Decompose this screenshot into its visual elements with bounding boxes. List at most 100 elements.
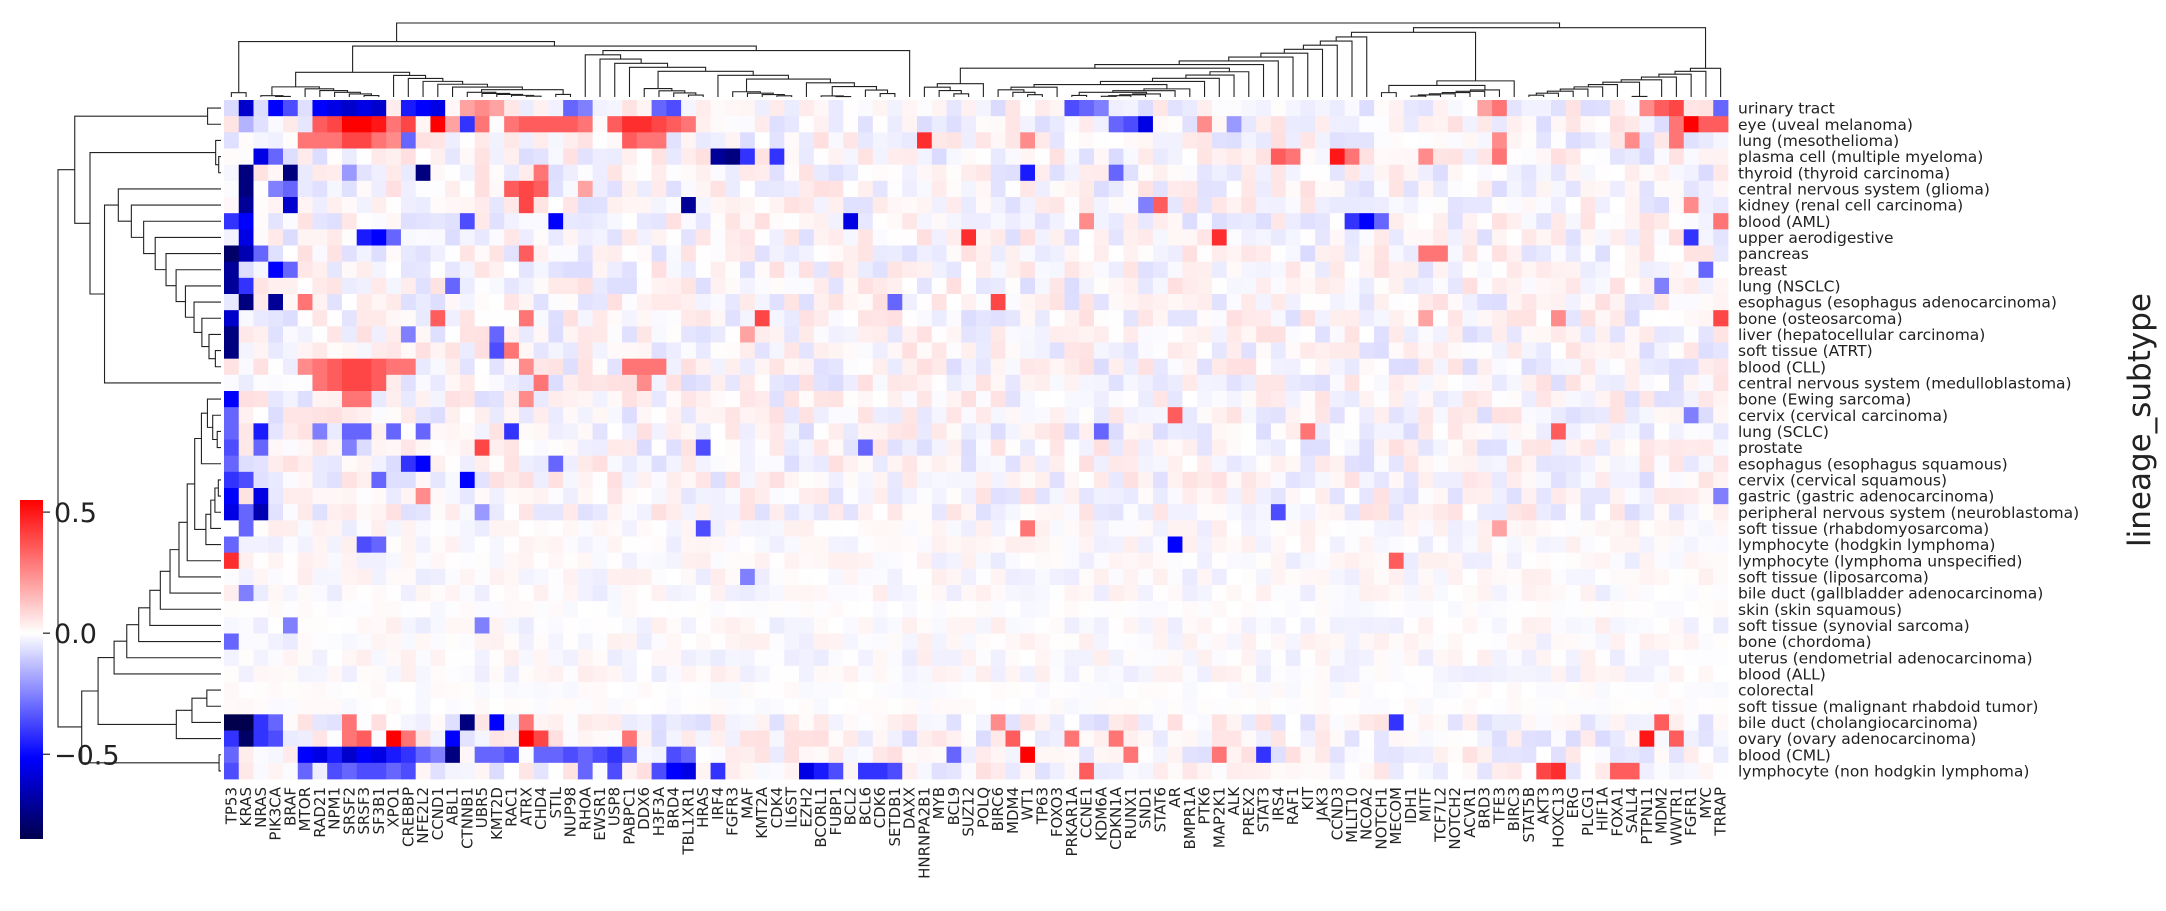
heatmap-cell: [1388, 504, 1405, 521]
heatmap-cell: [607, 423, 623, 440]
heatmap-cell: [946, 536, 962, 554]
heatmap-cell: [754, 197, 770, 214]
heatmap-cell: [858, 714, 874, 731]
heatmap-cell: [504, 617, 520, 634]
heatmap-cell: [577, 536, 594, 554]
heatmap-cell: [902, 277, 918, 295]
heatmap-cell: [1211, 326, 1228, 343]
heatmap-cell: [1226, 488, 1242, 505]
heatmap-cell: [1610, 504, 1626, 521]
heatmap-cell: [386, 585, 402, 602]
heatmap-cell: [1197, 132, 1213, 149]
heatmap-cell: [1197, 180, 1213, 198]
heatmap-cell: [622, 277, 638, 295]
heatmap-cell: [799, 374, 815, 392]
heatmap-cell: [1669, 132, 1685, 149]
heatmap-cell: [371, 197, 387, 214]
heatmap-cell: [563, 714, 579, 731]
heatmap-cell: [238, 682, 254, 699]
column-label: CHD4: [532, 787, 550, 830]
heatmap-cell: [872, 504, 888, 521]
heatmap-cell: [1182, 277, 1198, 295]
heatmap-cell: [224, 423, 240, 440]
row-label: plasma cell (multiple myeloma): [1738, 148, 1983, 166]
heatmap-cell: [1241, 520, 1257, 537]
heatmap-cell: [459, 180, 476, 198]
heatmap-cell: [695, 520, 711, 537]
heatmap-cell: [282, 245, 299, 263]
heatmap-cell: [695, 455, 711, 473]
heatmap-cell: [312, 326, 328, 343]
heatmap-cell: [1167, 294, 1183, 311]
heatmap-cell: [1079, 116, 1095, 133]
heatmap-cell: [563, 261, 579, 279]
heatmap-cell: [1403, 148, 1419, 166]
heatmap-cell: [504, 455, 520, 473]
heatmap-cell: [636, 407, 653, 424]
heatmap-cell: [1506, 536, 1522, 554]
heatmap-cell: [1270, 310, 1287, 327]
dendrogram-link: [1033, 84, 1168, 89]
heatmap-cell: [1418, 568, 1434, 586]
heatmap-cell: [607, 762, 623, 780]
heatmap-cell: [400, 164, 417, 182]
heatmap-cell: [548, 407, 564, 424]
heatmap-cell: [1005, 100, 1021, 117]
heatmap-cell: [1344, 197, 1360, 214]
heatmap-cell: [828, 148, 844, 166]
heatmap-cell: [312, 423, 328, 440]
heatmap-cell: [518, 455, 535, 473]
heatmap-cell: [297, 294, 313, 311]
heatmap-cell: [1654, 665, 1670, 683]
heatmap-cell: [1034, 407, 1051, 424]
heatmap-cell: [1565, 342, 1581, 360]
heatmap-cell: [990, 358, 1006, 376]
heatmap-cell: [828, 504, 844, 521]
heatmap-cell: [1536, 261, 1552, 279]
heatmap-cell: [533, 682, 549, 699]
heatmap-cell: [1698, 423, 1714, 440]
heatmap-cell: [1698, 552, 1714, 570]
heatmap-cell: [504, 601, 520, 618]
heatmap-cell: [1580, 552, 1596, 570]
heatmap-cell: [1329, 439, 1346, 457]
heatmap-cell: [740, 682, 756, 699]
heatmap-cell: [1403, 164, 1419, 182]
heatmap-cell: [341, 423, 358, 440]
heatmap-cell: [268, 407, 284, 424]
heatmap-cell: [946, 100, 962, 117]
heatmap-cell: [622, 455, 638, 473]
heatmap-cell: [784, 617, 800, 634]
heatmap-cell: [666, 504, 682, 521]
heatmap-cell: [1359, 617, 1375, 634]
heatmap-cell: [710, 245, 726, 263]
heatmap-cell: [1034, 762, 1051, 780]
heatmap-cell: [1698, 665, 1714, 683]
heatmap-cell: [931, 682, 947, 699]
heatmap-cell: [872, 665, 888, 683]
heatmap-cell: [1093, 552, 1110, 570]
heatmap-cell: [1034, 391, 1051, 408]
heatmap-cell: [1285, 391, 1301, 408]
heatmap-cell: [1624, 132, 1640, 149]
heatmap-cell: [1093, 649, 1110, 667]
heatmap-cell: [592, 568, 608, 586]
heatmap-cell: [1270, 326, 1287, 343]
heatmap-cell: [327, 601, 343, 618]
heatmap-cell: [327, 245, 343, 263]
heatmap-cell: [1270, 213, 1287, 230]
heatmap-cell: [1020, 391, 1036, 408]
heatmap-cell: [297, 391, 313, 408]
heatmap-cell: [518, 342, 535, 360]
heatmap-cell: [1108, 552, 1124, 570]
heatmap-cell: [1315, 261, 1331, 279]
heatmap-cell: [1005, 326, 1021, 343]
heatmap-cell: [1315, 180, 1331, 198]
heatmap-cell: [710, 342, 726, 360]
heatmap-cell: [828, 391, 844, 408]
heatmap-cell: [1536, 568, 1552, 586]
heatmap-cell: [681, 536, 697, 554]
heatmap-cell: [754, 682, 770, 699]
heatmap-cell: [341, 374, 358, 392]
heatmap-cell: [430, 730, 446, 748]
